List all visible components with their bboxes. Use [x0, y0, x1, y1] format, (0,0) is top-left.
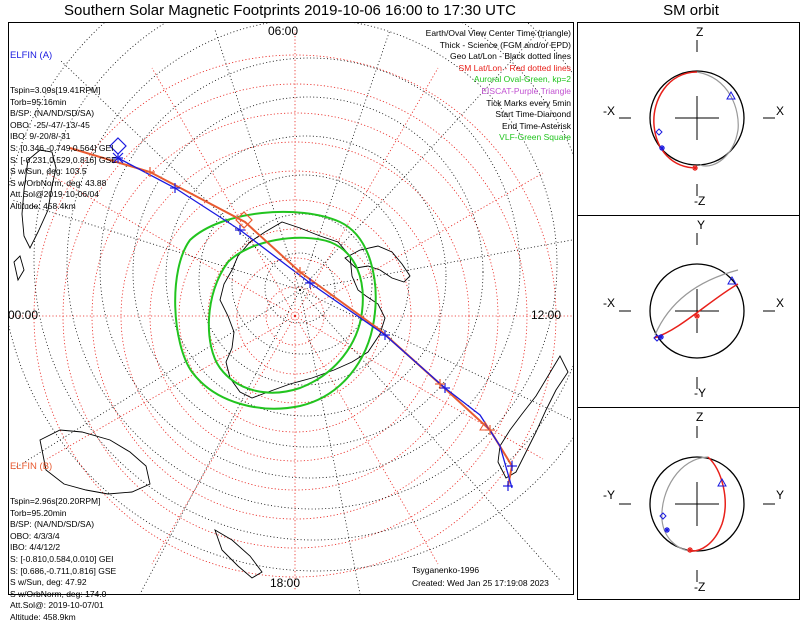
- new-zealand: [214, 528, 263, 579]
- legend-entry: Auroral Oval-Green, kp=2: [473, 74, 571, 85]
- elfin-a-line: S w/OrbNorm, deg: 43.88: [10, 177, 107, 188]
- antarctic-peninsula: [344, 245, 411, 283]
- elfin-a-info: ELFIN (A) Tspin=3.09s[19.41RPM] Torb=95.1…: [10, 27, 117, 211]
- elfin-b-line: S: [0.686,-0.711,0.816] GSE: [10, 565, 117, 576]
- sm-longitude-lines: [12, 30, 572, 590]
- madagascar: [13, 255, 25, 282]
- elfin-a-end-asterisk: [112, 152, 124, 164]
- elfin-a-line: Torb=95.16min: [10, 96, 67, 107]
- elfin-a-line: Att.Sol@2019-10-06/04: [10, 189, 99, 200]
- elfin-b-line: B/SP: (NA/ND/SD/SA): [10, 519, 95, 530]
- elfin-b-line: S w/OrbNorm, deg: 174.0: [10, 588, 107, 599]
- sm3-right-label: Y: [776, 488, 785, 502]
- clock-label-06: 06:00: [268, 24, 299, 38]
- elfin-a-line: OBO: -25/-47/-13/-45: [10, 119, 90, 130]
- sm2-right-label: X: [776, 296, 785, 310]
- map-legend: Earth/Oval View Center Time (triangle) Th…: [426, 28, 571, 144]
- geo-latitude-circles: [9, 23, 573, 572]
- sm-panel-yz: [577, 407, 800, 600]
- elfin-a-name: ELFIN (A): [10, 50, 53, 62]
- legend-entry: Start Time-Diamond: [495, 109, 571, 120]
- clock-label-00: 00:00: [8, 308, 39, 322]
- elfin-b-lines: Tspin=2.96s[20.20RPM] Torb=95.20min B/SP: …: [10, 495, 116, 622]
- legend-entry: Earth/Oval View Center Time (triangle): [425, 28, 571, 38]
- legend-entry: VLF-Green Square: [499, 132, 571, 143]
- elfin-b-footprint-track: [69, 147, 514, 487]
- sm1-left-label: -X: [603, 104, 615, 118]
- sm-panel-xy: [577, 215, 800, 408]
- sm3-top-label: Z: [696, 410, 704, 424]
- footprint-tracks: [69, 137, 517, 491]
- elfin-a-line: S w/Sun, deg: 103.5: [10, 166, 87, 177]
- footprint-map: [9, 23, 573, 594]
- elfin-b-line: Altitude: 458.9km: [10, 611, 76, 622]
- elfin-b-line: OBO: 4/3/3/4: [10, 530, 60, 541]
- coastlines: [13, 149, 569, 579]
- elfin-a-start-diamond: [109, 137, 127, 155]
- elfin-b-info: ELFIN (B) Tspin=2.96s[20.20RPM] Torb=95.2…: [10, 438, 116, 622]
- sm2-left-label: -X: [603, 296, 615, 310]
- geo-longitude-lines: [11, 29, 573, 594]
- auroral-oval-equatorward: [174, 210, 377, 410]
- legend-entry: Tick Marks every 5min: [486, 97, 571, 108]
- africa-coastline: [21, 149, 57, 250]
- elfin-a-line: IBO: 9/-20/8/-31: [10, 131, 71, 142]
- australia-coastline: [39, 429, 151, 495]
- sm3-left-label: -Y: [603, 488, 615, 502]
- sm1-top-label: Z: [696, 25, 704, 39]
- elfin-b-line: S: [-0.810,0.584,0.010] GEI: [10, 553, 114, 564]
- elfin-a-line: Tspin=3.09s[19.41RPM]: [10, 84, 101, 95]
- sm2-top-label: Y: [697, 218, 706, 232]
- elfin-b-line: S w/Sun, deg: 47.92: [10, 577, 87, 588]
- elfin-a-line: Altitude: 458.4km: [10, 200, 76, 211]
- sm1-bottom-label: -Z: [694, 194, 706, 208]
- legend-entry: EISCAT-Purple Triangle: [481, 85, 571, 96]
- legend-entry: Thick - Science (FGM and/or EPD): [439, 39, 571, 50]
- page-title: Southern Solar Magnetic Footprints 2019-…: [64, 2, 516, 19]
- south-america-coastline: [497, 355, 569, 479]
- clock-label-12: 12:00: [531, 308, 562, 322]
- sm1-right-label: X: [776, 104, 785, 118]
- auroral-oval: [174, 210, 377, 410]
- created-label: Created: Wed Jan 25 17:19:08 2023: [412, 578, 549, 588]
- clock-label-18: 18:00: [270, 576, 301, 590]
- elfin-a-line: S: [-0.231,0.529,0.816] GSE: [10, 154, 117, 165]
- elfin-b-line: Att.Sol@: 2019-10-07/01: [10, 600, 104, 611]
- sm-panel-xz: [577, 22, 800, 216]
- auroral-oval-poleward: [207, 236, 364, 394]
- elfin-b-line: IBO: 4/4/12/2: [10, 542, 61, 553]
- legend-entry: End Time-Asterisk: [502, 120, 571, 131]
- elfin-b-start-diamond: [235, 211, 253, 229]
- legend-entry: SM Lat/Lon - Red dotted lines: [458, 62, 571, 73]
- view-center-triangle: [479, 421, 491, 431]
- elfin-a-line: S: [0.346,-0.749,0.564] GEI: [10, 142, 114, 153]
- legend-entry: Geo Lat/Lon - Black dotted lines: [450, 51, 571, 62]
- elfin-b-name: ELFIN (B): [10, 461, 53, 473]
- model-label: Tsyganenko-1996: [412, 565, 480, 575]
- elfin-b-line: Tspin=2.96s[20.20RPM]: [10, 495, 101, 506]
- elfin-a-lines: Tspin=3.09s[19.41RPM] Torb=95.16min B/SP: …: [10, 84, 117, 211]
- sm2-bottom-label: -Y: [694, 386, 706, 400]
- sm3-bottom-label: -Z: [694, 580, 706, 594]
- elfin-b-line: Torb=95.20min: [10, 507, 67, 518]
- footprint-map-frame: [8, 22, 574, 595]
- sm-orbit-title: SM orbit: [663, 2, 719, 19]
- elfin-a-line: B/SP: (NA/ND/SD/SA): [10, 108, 95, 119]
- antarctica-coastline: [219, 221, 386, 399]
